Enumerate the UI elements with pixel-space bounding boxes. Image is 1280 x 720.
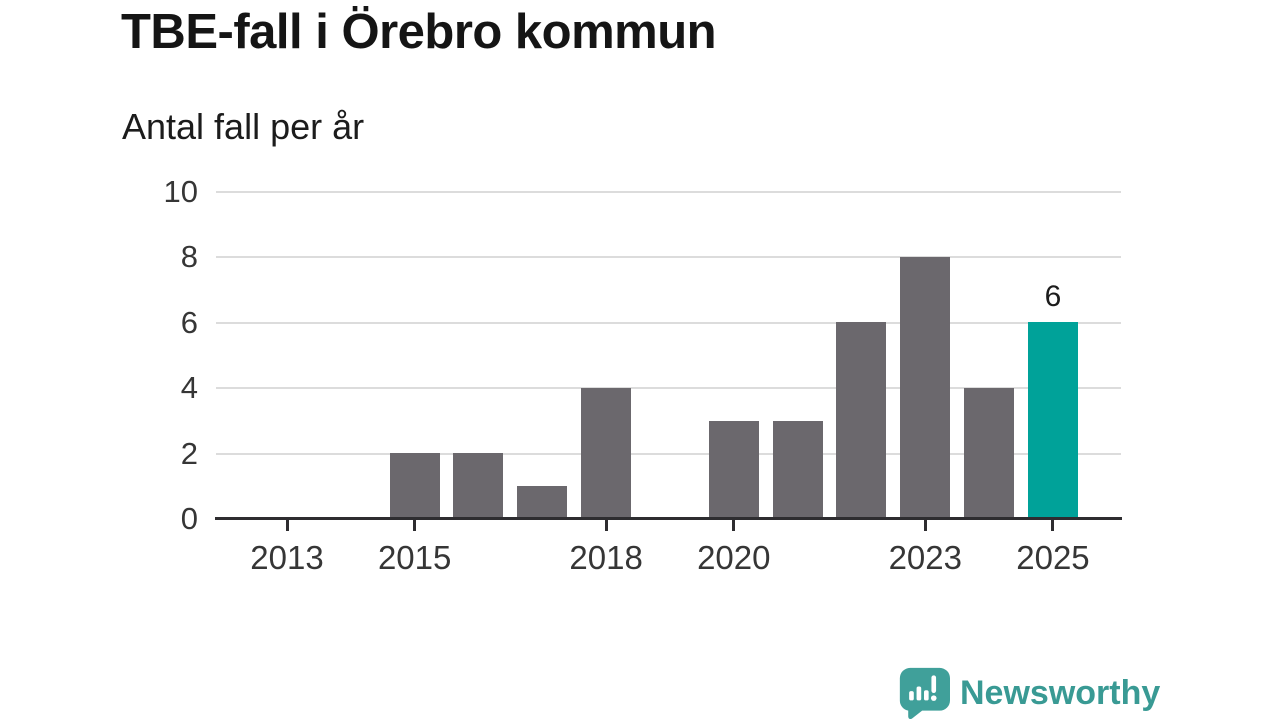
x-axis-tick-mark bbox=[285, 520, 289, 531]
bar-2023 bbox=[900, 257, 951, 519]
x-axis-tick-label: 2023 bbox=[888, 539, 962, 576]
bar-2022 bbox=[836, 322, 887, 519]
gridline-2 bbox=[216, 452, 1121, 455]
gridline-4 bbox=[216, 387, 1121, 389]
y-axis-tick-label: 10 bbox=[163, 173, 198, 209]
y-axis-tick-label: 2 bbox=[180, 435, 198, 471]
chart-subtitle: Antal fall per år bbox=[122, 106, 365, 147]
y-axis-tick-label: 8 bbox=[180, 239, 198, 274]
x-axis-tick-label: 2020 bbox=[697, 539, 771, 576]
brand-logo: Newsworthy bbox=[898, 666, 1160, 720]
bar-2017 bbox=[517, 486, 568, 519]
gridline-6 bbox=[216, 321, 1121, 324]
x-axis-tick-mark bbox=[604, 520, 608, 531]
bar-2025 bbox=[1027, 322, 1078, 519]
chart-title: TBE-fall i Örebro kommun bbox=[121, 5, 717, 59]
gridline-8 bbox=[216, 256, 1121, 258]
bar-2021 bbox=[772, 421, 823, 519]
gridline-10 bbox=[216, 190, 1121, 193]
bar-value-label: 6 bbox=[1044, 279, 1062, 313]
bar-2020 bbox=[708, 421, 759, 519]
brand-logo-text: Newsworthy bbox=[960, 674, 1161, 712]
bar-2016 bbox=[453, 453, 504, 519]
y-axis-tick-label: 0 bbox=[180, 501, 198, 536]
bar-2015 bbox=[389, 453, 440, 519]
x-axis-tick-mark bbox=[923, 520, 927, 531]
x-axis-tick-label: 2025 bbox=[1016, 539, 1090, 576]
bar-2018 bbox=[581, 388, 632, 519]
y-axis-tick-label: 6 bbox=[180, 304, 198, 340]
newsworthy-logo-icon bbox=[899, 667, 950, 720]
x-axis-tick-mark bbox=[1051, 520, 1055, 531]
x-axis-tick-label: 2013 bbox=[250, 539, 324, 576]
x-axis-line bbox=[215, 517, 1122, 520]
x-axis-tick-label: 2015 bbox=[377, 539, 452, 576]
x-axis-tick-mark bbox=[413, 520, 417, 531]
bar-2024 bbox=[964, 388, 1015, 519]
x-axis-tick-mark bbox=[732, 520, 736, 531]
x-axis-tick-label: 2018 bbox=[569, 539, 643, 576]
y-axis-tick-label: 4 bbox=[180, 370, 198, 405]
